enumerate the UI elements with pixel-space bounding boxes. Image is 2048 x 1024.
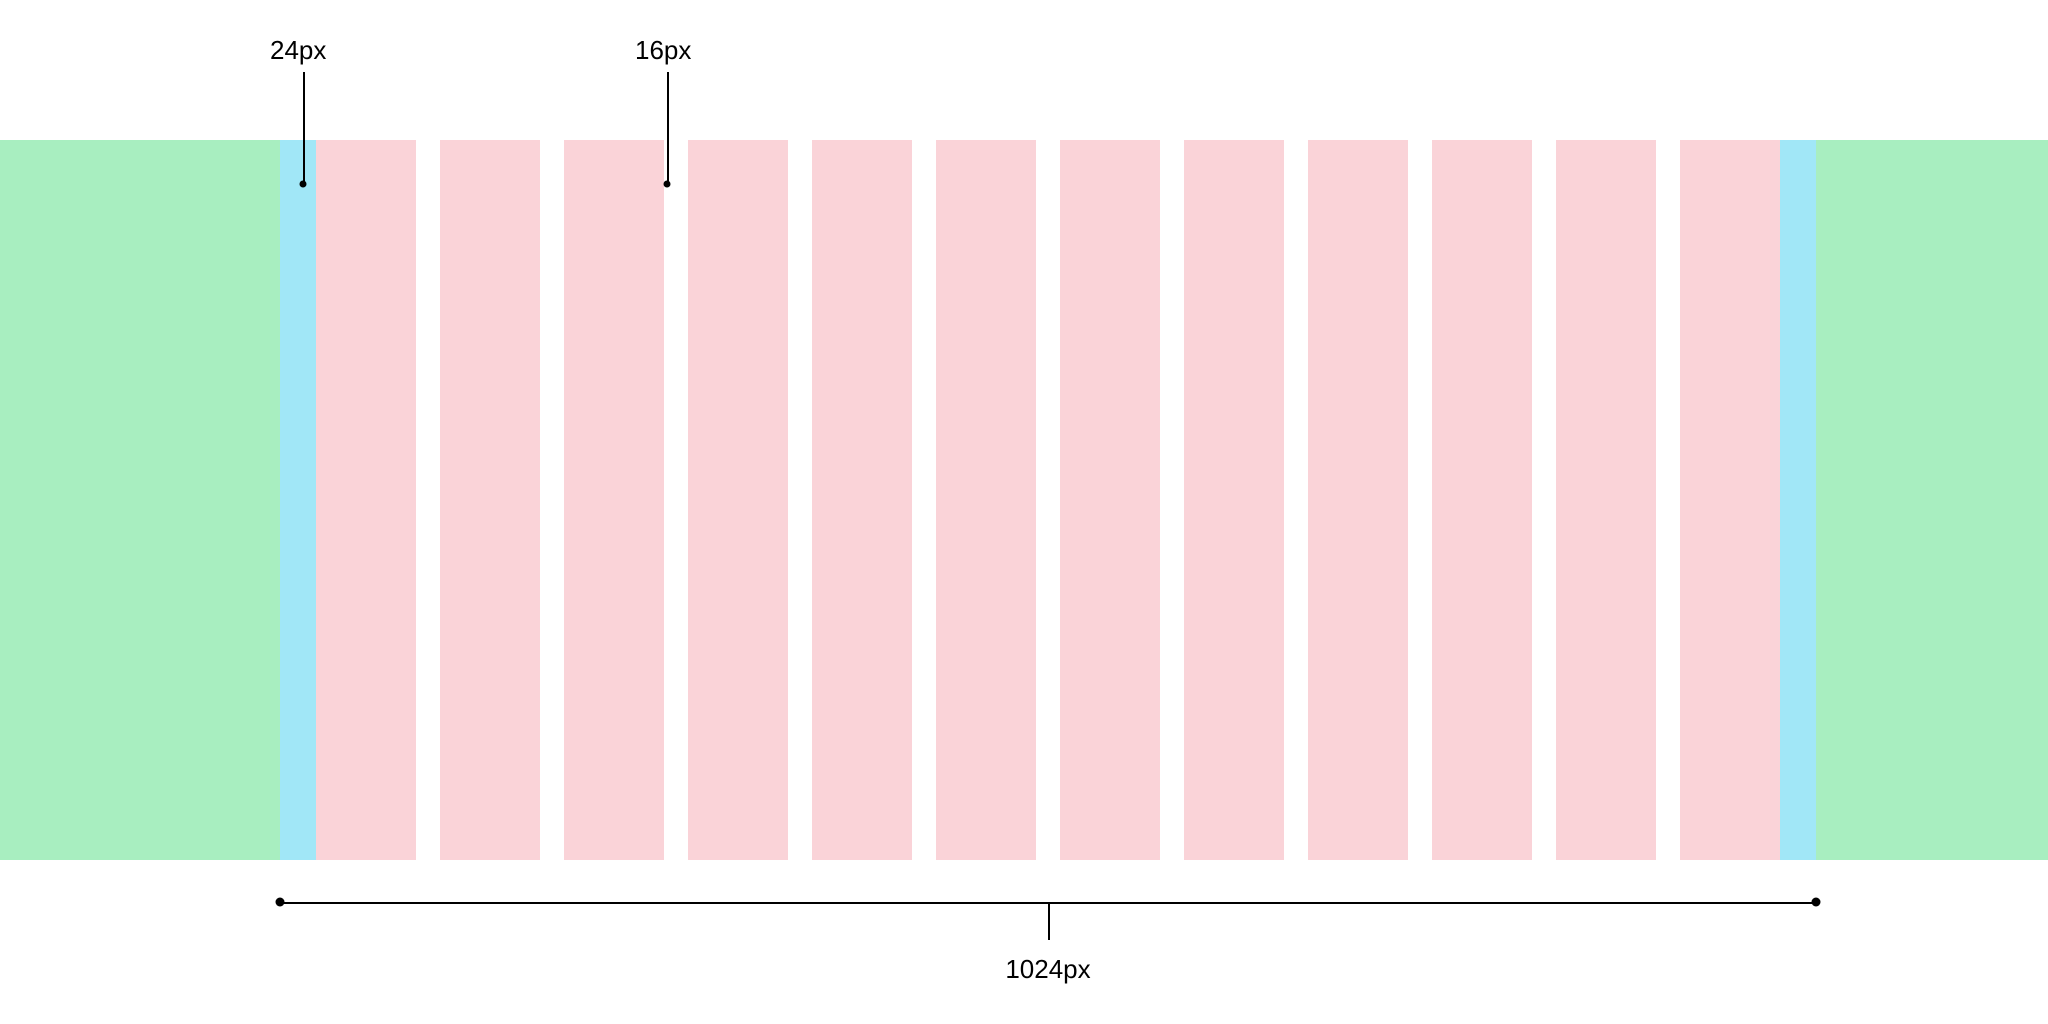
top-labels: 24px 16px xyxy=(0,0,2048,70)
grid-column xyxy=(688,140,788,860)
leader-dot xyxy=(300,181,307,188)
grid-layout-diagram: 24px 16px 1024px xyxy=(0,0,2048,70)
grid-column xyxy=(440,140,540,860)
grid-column xyxy=(564,140,664,860)
gutter-label: 16px xyxy=(635,35,691,66)
grid-column xyxy=(1556,140,1656,860)
grid-column xyxy=(1308,140,1408,860)
leader-dot xyxy=(664,181,671,188)
container-width-label: 1024px xyxy=(1005,954,1090,985)
outer-margin-right xyxy=(1816,140,2048,860)
dimension-end-dot xyxy=(1812,898,1821,907)
grid-column xyxy=(1060,140,1160,860)
columns-container xyxy=(316,140,1780,860)
padding-label: 24px xyxy=(270,35,326,66)
leader-line xyxy=(667,72,669,184)
grid-column xyxy=(316,140,416,860)
grid-column xyxy=(1432,140,1532,860)
outer-margin-left xyxy=(0,140,280,860)
dimension-end-dot xyxy=(276,898,285,907)
grid-column xyxy=(812,140,912,860)
dimension-center-tick xyxy=(1048,902,1050,940)
grid-visualization xyxy=(0,140,2048,860)
grid-column xyxy=(1680,140,1780,860)
container-padding-right xyxy=(1780,140,1816,860)
grid-column xyxy=(1184,140,1284,860)
container-padding-left xyxy=(280,140,316,860)
leader-line xyxy=(303,72,305,184)
grid-column xyxy=(936,140,1036,860)
